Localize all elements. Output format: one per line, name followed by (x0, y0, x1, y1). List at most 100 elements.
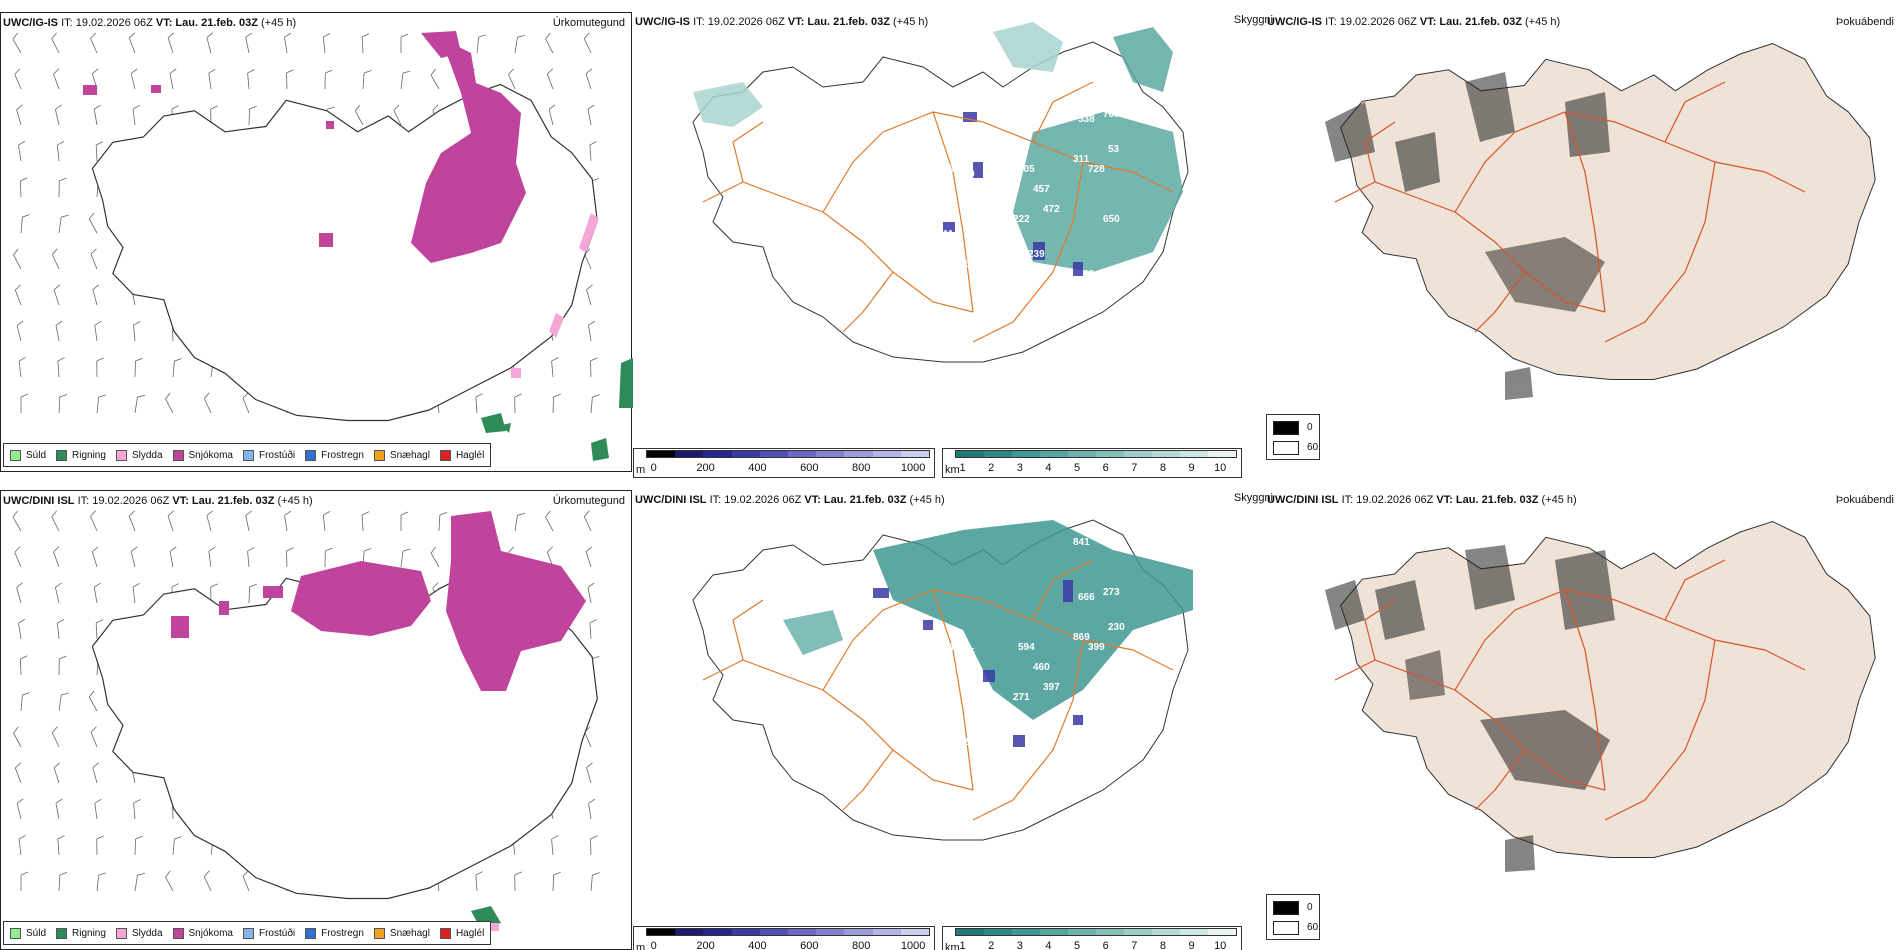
wind-barb (94, 320, 102, 342)
legend-label: Snjókoma (188, 927, 233, 939)
ceiling-value-label: 397 (1043, 682, 1060, 693)
wind-barb (362, 70, 372, 90)
fog-panel: UWC/IG-IS IT: 19.02.2026 06Z VT: Lau. 21… (1265, 12, 1900, 472)
ceiling-value-label: 190 (963, 259, 980, 270)
road-line (1564, 589, 1606, 791)
road-line (1664, 559, 1726, 621)
wind-barb (134, 872, 145, 892)
wind-barb (96, 394, 107, 414)
road-line (842, 271, 894, 333)
wind-barb (514, 512, 525, 532)
colorbar-tick-label: 10 (1214, 462, 1227, 474)
road-network (1334, 559, 1806, 821)
legend-label: Súld (26, 449, 47, 461)
ceiling-colorbar: m 0 200 400 600 800 1000 (633, 448, 935, 478)
wind-barb (90, 510, 98, 532)
colorbar-tick-label: 5 (1074, 462, 1081, 474)
legend-swatch (56, 449, 68, 461)
wind-barb (16, 798, 24, 820)
wind-barb (475, 871, 483, 892)
ceiling-value-label: 311 (1073, 154, 1090, 165)
colorbar-swatch (872, 451, 901, 457)
wind-barb (361, 33, 370, 54)
road-line (702, 181, 974, 313)
snow-areas (83, 31, 526, 263)
road-line (932, 111, 974, 313)
wind-barb (57, 835, 65, 856)
valid-time: Lau. 21.feb. 03Z (1439, 16, 1522, 28)
road-line (972, 639, 1084, 821)
wind-barb (247, 547, 255, 568)
colorbar-tick-label: 4 (1045, 940, 1052, 950)
fog-panel: UWC/DINI ISL IT: 19.02.2026 06Z VT: Lau.… (1265, 490, 1900, 950)
colorbar-swatch (1180, 929, 1208, 935)
wind-barb (545, 510, 554, 532)
colorbar-swatch (647, 929, 676, 935)
colorbar-tick-label: 600 (800, 940, 819, 950)
forecast-row-ig-is: UWC/IG-IS IT: 19.02.2026 06Z VT: Lau. 21… (0, 12, 1900, 482)
wind-barb (206, 32, 214, 54)
wind-barb (92, 284, 100, 306)
wind-barb (128, 32, 136, 54)
panel-header: UWC/IG-IS IT: 19.02.2026 06Z VT: Lau. 21… (635, 16, 928, 28)
colorbar-swatch (1040, 451, 1068, 457)
road-line (932, 589, 974, 791)
vt-prefix: VT: (1436, 494, 1453, 506)
fog-legend: 0 60 (1266, 894, 1320, 940)
colorbar-tick-label: 7 (1131, 462, 1138, 474)
init-time: IT: 19.02.2026 06Z (709, 494, 802, 506)
wind-barb (587, 582, 595, 604)
ceiling-value-label: 183 (943, 164, 960, 175)
visibility-colorbar-swatches (955, 450, 1237, 458)
vt-prefix: VT: (1419, 16, 1437, 28)
wind-barb (16, 104, 23, 126)
colorbar-swatch (1208, 929, 1236, 935)
legend-swatch (115, 449, 127, 461)
colorbar-tick-label: 6 (1102, 462, 1109, 474)
wind-barb (400, 511, 409, 531)
fog-legend-label: 60 (1307, 922, 1319, 933)
colorbar-swatch (759, 451, 789, 457)
wind-barb (552, 393, 561, 414)
wind-barb (589, 141, 597, 162)
wind-barb (53, 762, 61, 784)
legend-swatch (115, 927, 127, 939)
legend-label: Haglél (455, 927, 485, 939)
precip-type-panel: UWC/DINI ISL IT: 19.02.2026 06Z VT: Lau.… (0, 490, 632, 950)
colorbar-swatch (675, 929, 704, 935)
ceiling-colorbar-swatches (646, 928, 930, 936)
wind-barb (95, 141, 104, 162)
legend-swatch (172, 449, 184, 461)
colorbar-tick-label: 8 (1159, 940, 1167, 950)
wind-barb (96, 835, 104, 856)
wind-barb (169, 546, 177, 568)
wind-barb (514, 34, 525, 54)
precip-legend-item: Frostúði (242, 449, 295, 461)
model-name: UWC/DINI ISL (1267, 494, 1339, 506)
wind-barb (20, 214, 30, 234)
wind-barb (242, 392, 250, 414)
valid-time: Lau. 21.feb. 03Z (191, 495, 275, 507)
fog-shading (1325, 72, 1610, 400)
model-name: UWC/IG-IS (1267, 16, 1322, 28)
valid-time: Lau. 21.feb. 03Z (175, 17, 258, 29)
colorbar-swatch (731, 929, 760, 935)
wind-barb (51, 726, 60, 748)
wind-barb (284, 32, 292, 54)
ceiling-ticks: 0 200 400 600 800 1000 (648, 940, 930, 950)
fog-legend-label: 60 (1307, 442, 1319, 453)
ceiling-value-label: 869 (1073, 632, 1090, 643)
road-line (1454, 111, 1806, 213)
lead-time: (+45 h) (1525, 16, 1561, 28)
panel-title: Úrkomutegund (552, 495, 625, 507)
colorbar-swatch (956, 929, 984, 935)
road-line (1664, 81, 1726, 143)
visibility-ticks: 1 2 3 4 5 6 7 8 9 10 (957, 462, 1237, 476)
ceiling-value-label: 311 (983, 707, 1000, 718)
colorbar-swatch (816, 929, 845, 935)
precip-legend-item: Slydda (115, 449, 163, 461)
road-line (732, 121, 764, 183)
ceiling-value-label: 181 (958, 184, 975, 195)
wind-barb (56, 141, 65, 162)
colorbar-swatch (675, 451, 704, 457)
